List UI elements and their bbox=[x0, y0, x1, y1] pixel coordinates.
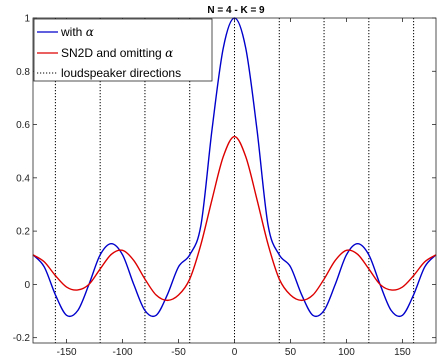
x-tick-label-1: -100 bbox=[113, 347, 133, 358]
x-axis: -150 -100 -50 0 50 100 150 bbox=[57, 18, 411, 358]
x-tick-label-0: -150 bbox=[57, 347, 77, 358]
sn2d-line bbox=[32, 135, 437, 302]
legend-box bbox=[33, 18, 213, 82]
y-tick-label-5: 0.8 bbox=[16, 67, 30, 78]
x-tick-label-2: -50 bbox=[171, 347, 186, 358]
x-tick-label-6: 150 bbox=[394, 347, 411, 358]
y-tick-label-6: 1 bbox=[24, 14, 30, 25]
y-tick-label-4: 0.6 bbox=[16, 120, 30, 131]
y-tick-label-1: 0 bbox=[24, 280, 30, 291]
y-tick-label-0: -0.2 bbox=[13, 333, 31, 344]
x-tick-label-3: 0 bbox=[232, 347, 238, 358]
y-axis: -0.2 0 0.2 0.4 0.6 0.8 1 bbox=[13, 14, 436, 344]
x-tick-label-4: 50 bbox=[285, 347, 297, 358]
legend: with α SN2D and omitting α loudspeaker d… bbox=[33, 18, 213, 82]
legend-label-with-alpha: with α bbox=[60, 25, 94, 39]
y-tick-label-2: 0.2 bbox=[16, 227, 30, 238]
legend-label-loudspeaker: loudspeaker directions bbox=[61, 66, 181, 80]
y-tick-label-3: 0.4 bbox=[16, 173, 30, 184]
legend-label-sn2d: SN2D and omitting α bbox=[61, 46, 173, 60]
x-tick-label-5: 100 bbox=[338, 347, 355, 358]
chart-title: N = 4 - K = 9 bbox=[207, 5, 265, 16]
